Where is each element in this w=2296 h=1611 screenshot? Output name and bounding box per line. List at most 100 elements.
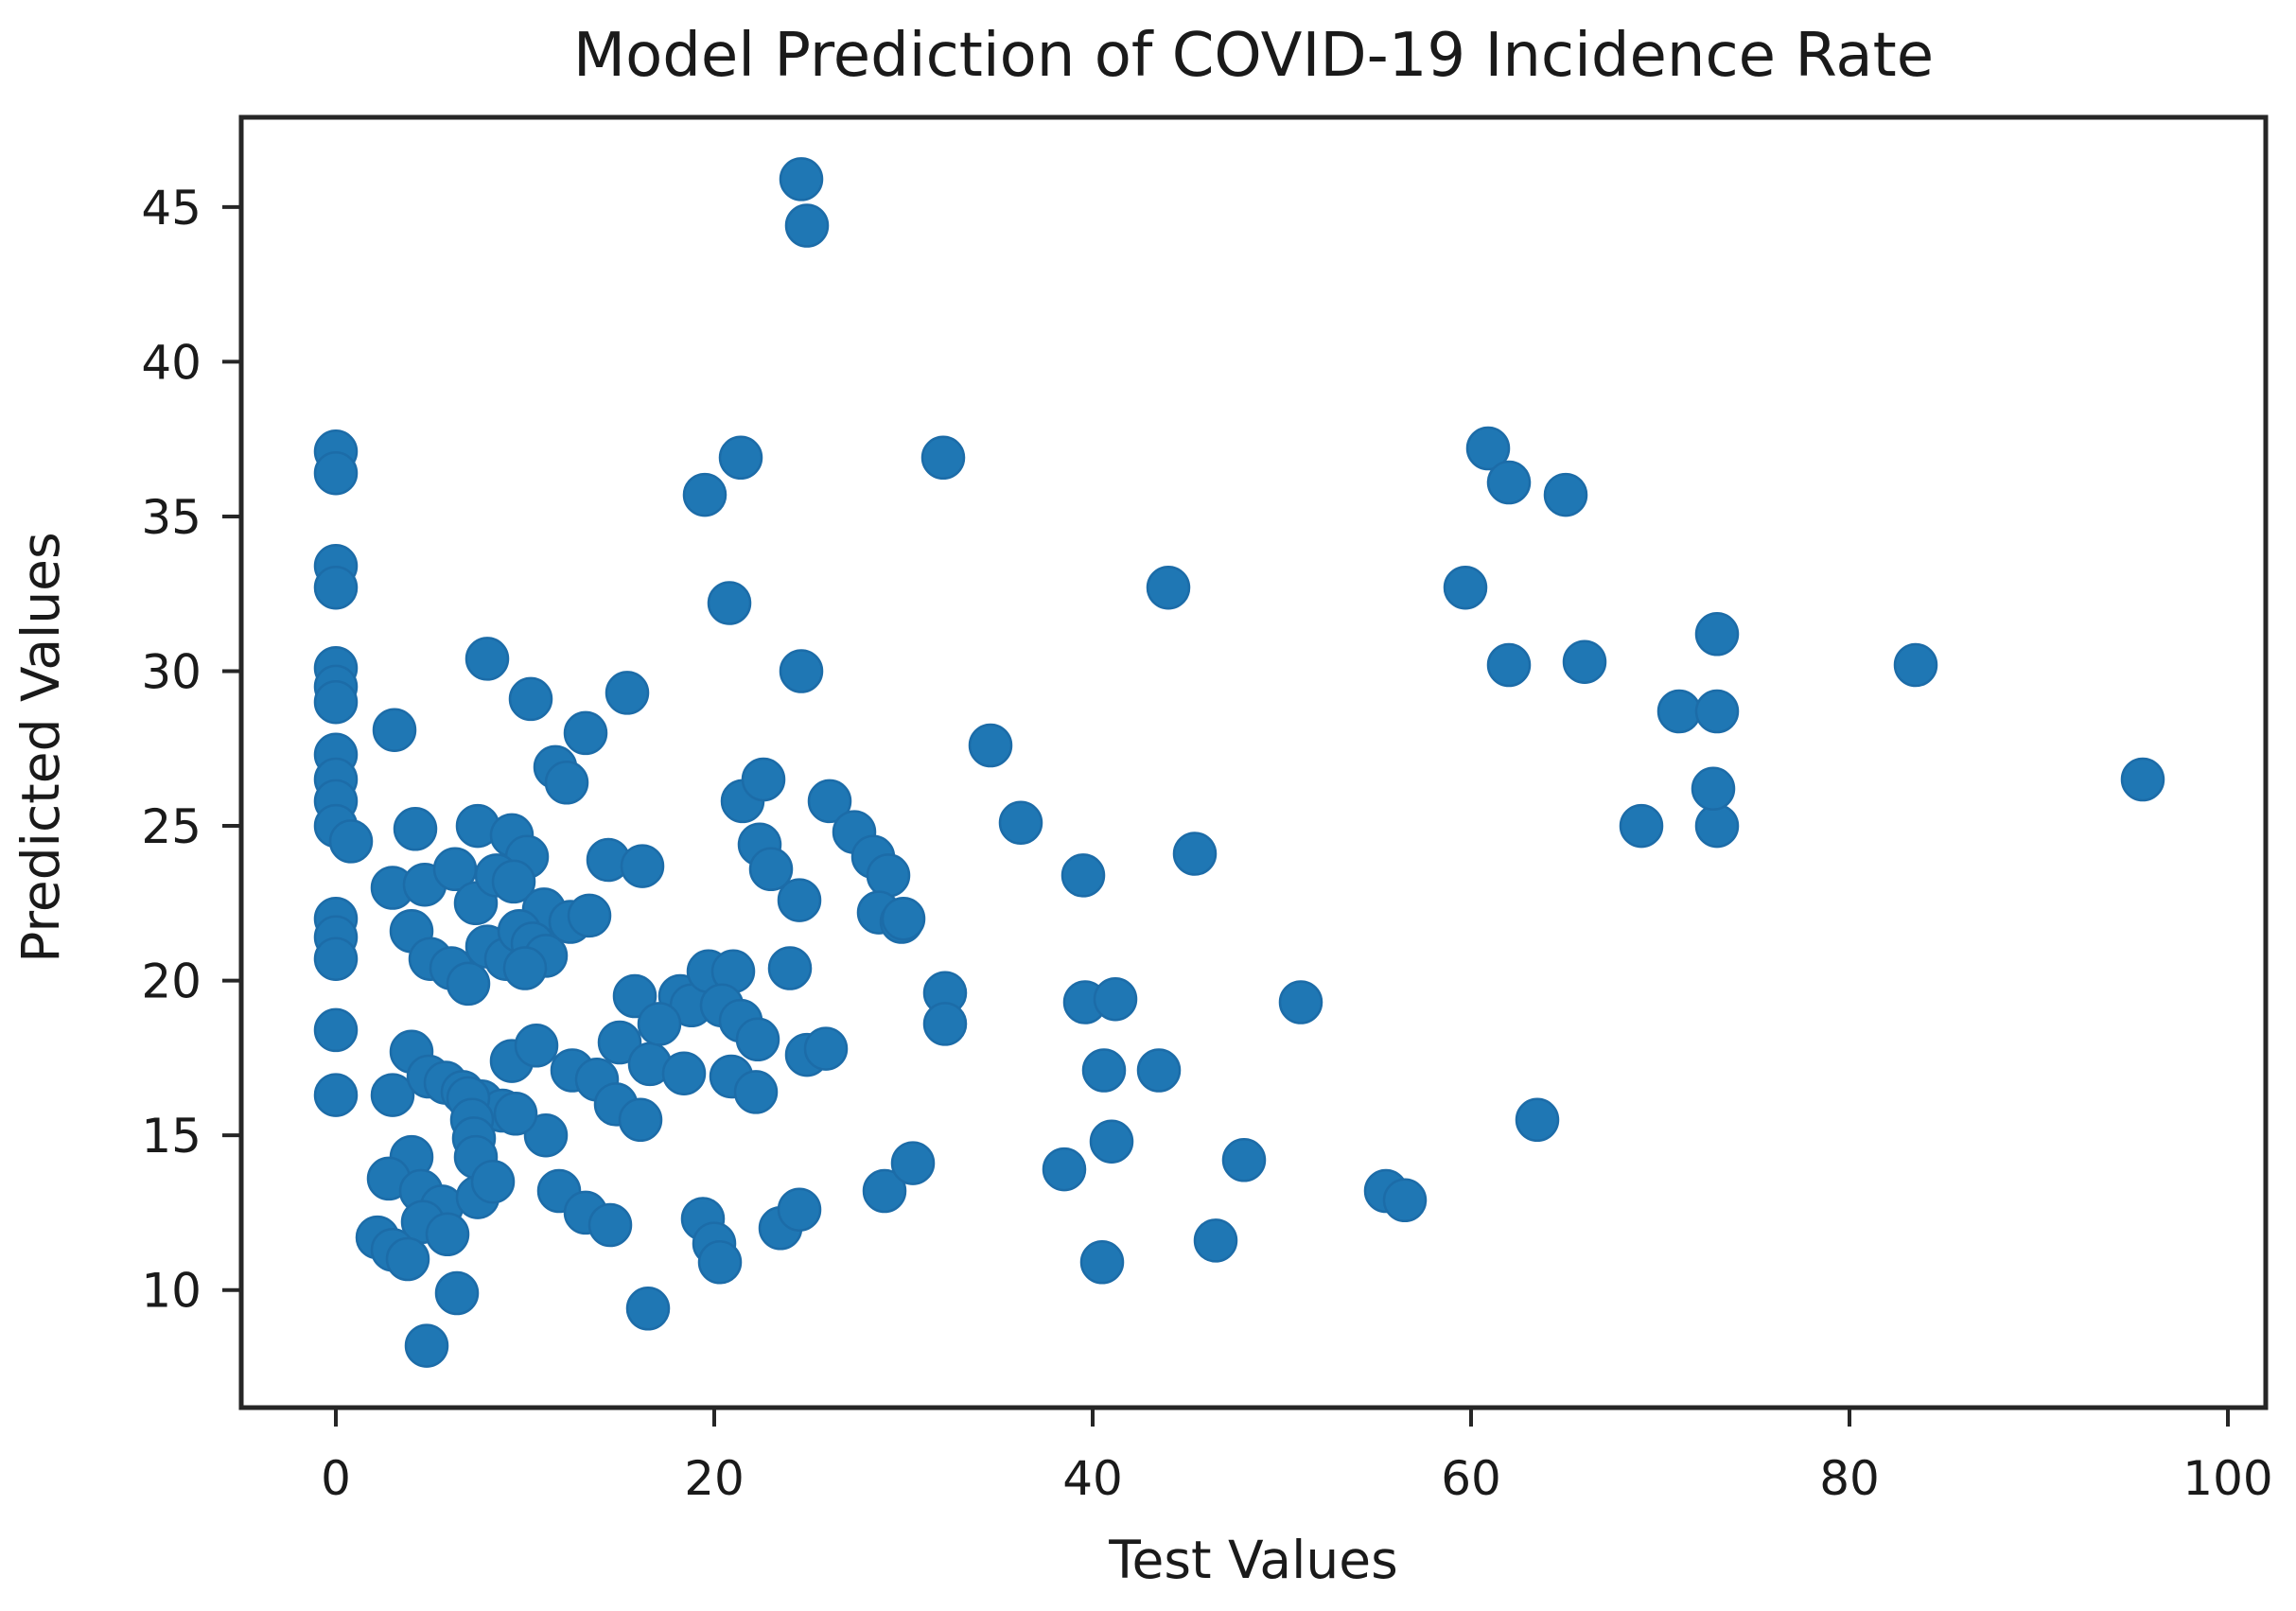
data-point xyxy=(807,779,852,824)
data-point xyxy=(567,893,612,938)
data-point xyxy=(779,649,824,693)
data-point xyxy=(563,710,608,756)
data-point xyxy=(998,800,1043,846)
data-point xyxy=(1486,642,1532,688)
data-point xyxy=(464,637,510,681)
data-point xyxy=(862,1168,907,1214)
data-point xyxy=(372,708,417,752)
data-point xyxy=(502,946,548,990)
data-point xyxy=(697,1240,743,1285)
data-point xyxy=(733,1070,779,1114)
data-point xyxy=(313,1073,359,1117)
x-tick-label: 40 xyxy=(1062,1451,1123,1506)
data-point xyxy=(1691,766,1736,812)
plot-border xyxy=(238,114,2269,1410)
data-point xyxy=(1382,1178,1428,1223)
data-point xyxy=(748,847,794,892)
y-tick-label: 10 xyxy=(141,1264,202,1319)
data-point xyxy=(612,973,657,1019)
data-point xyxy=(661,1051,707,1095)
y-tick-label: 25 xyxy=(141,799,202,854)
data-point xyxy=(735,1017,780,1062)
data-point xyxy=(313,450,359,496)
data-point xyxy=(313,1007,359,1053)
y-tick-label: 40 xyxy=(141,335,202,390)
x-tick-label: 100 xyxy=(2182,1451,2272,1506)
data-point xyxy=(587,1202,633,1248)
data-point xyxy=(1443,565,1488,610)
data-point xyxy=(1694,803,1740,849)
data-point xyxy=(922,1002,968,1046)
data-point xyxy=(1562,639,1607,684)
data-point xyxy=(1079,1240,1125,1285)
x-tick-label: 60 xyxy=(1441,1451,1501,1506)
data-point xyxy=(425,1212,470,1257)
data-point xyxy=(777,878,822,922)
data-point xyxy=(1172,832,1218,876)
data-point xyxy=(682,472,727,517)
data-point xyxy=(1543,472,1588,517)
data-point xyxy=(1694,689,1740,734)
data-point xyxy=(618,1097,663,1143)
data-point xyxy=(2120,757,2165,802)
data-point xyxy=(514,1024,559,1068)
y-axis-label: Predicted Values xyxy=(10,532,71,962)
data-point xyxy=(313,679,359,725)
data-point xyxy=(508,676,553,722)
data-point xyxy=(446,961,491,1007)
data-point xyxy=(370,1073,415,1117)
data-point xyxy=(1081,1048,1127,1093)
data-point xyxy=(1278,980,1323,1024)
data-point xyxy=(313,937,359,981)
y-tick-label: 35 xyxy=(141,490,202,545)
data-point xyxy=(803,1026,849,1071)
data-point xyxy=(637,1002,682,1046)
data-point xyxy=(393,807,438,851)
x-tick-label: 0 xyxy=(321,1451,351,1506)
data-point xyxy=(1042,1147,1087,1192)
y-tick-label: 15 xyxy=(141,1109,202,1164)
data-point xyxy=(779,157,824,201)
data-point xyxy=(605,671,650,715)
data-point xyxy=(718,435,763,481)
data-point xyxy=(1694,612,1740,657)
y-tick-label: 30 xyxy=(141,645,202,700)
data-point xyxy=(313,565,359,610)
data-point xyxy=(1221,1138,1267,1182)
y-tick-label: 45 xyxy=(141,181,202,236)
data-point xyxy=(777,1187,822,1232)
data-point xyxy=(707,581,752,625)
data-point xyxy=(920,435,966,481)
data-point xyxy=(866,853,911,898)
data-point xyxy=(1656,689,1702,734)
data-point xyxy=(968,723,1013,768)
data-point xyxy=(491,859,536,904)
data-point xyxy=(1193,1218,1238,1263)
data-point xyxy=(1893,642,1938,688)
data-point xyxy=(470,1159,516,1204)
data-point xyxy=(625,1287,671,1331)
data-point xyxy=(1146,565,1191,610)
data-point xyxy=(544,761,589,805)
x-tick-label: 80 xyxy=(1819,1451,1880,1506)
data-point xyxy=(1093,976,1138,1022)
data-point xyxy=(1089,1119,1134,1164)
data-point xyxy=(881,896,926,941)
data-point xyxy=(523,1112,569,1158)
data-point xyxy=(741,757,786,802)
data-point xyxy=(597,1020,642,1065)
data-point xyxy=(1060,853,1106,898)
data-point xyxy=(1486,460,1532,505)
data-point xyxy=(1619,803,1664,849)
data-point xyxy=(434,1270,480,1316)
data-point xyxy=(1465,426,1511,471)
data-point xyxy=(493,1092,538,1136)
data-point xyxy=(1515,1097,1560,1143)
axes-layer: 0 20 40 60 80 100 10 15 20 25 30 35 40 45 xyxy=(141,114,2273,1506)
chart-title: Model Prediction of COVID-19 Incidence R… xyxy=(573,21,1934,91)
data-point xyxy=(404,1323,449,1368)
data-point xyxy=(328,819,374,864)
x-tick-label: 20 xyxy=(684,1451,745,1506)
